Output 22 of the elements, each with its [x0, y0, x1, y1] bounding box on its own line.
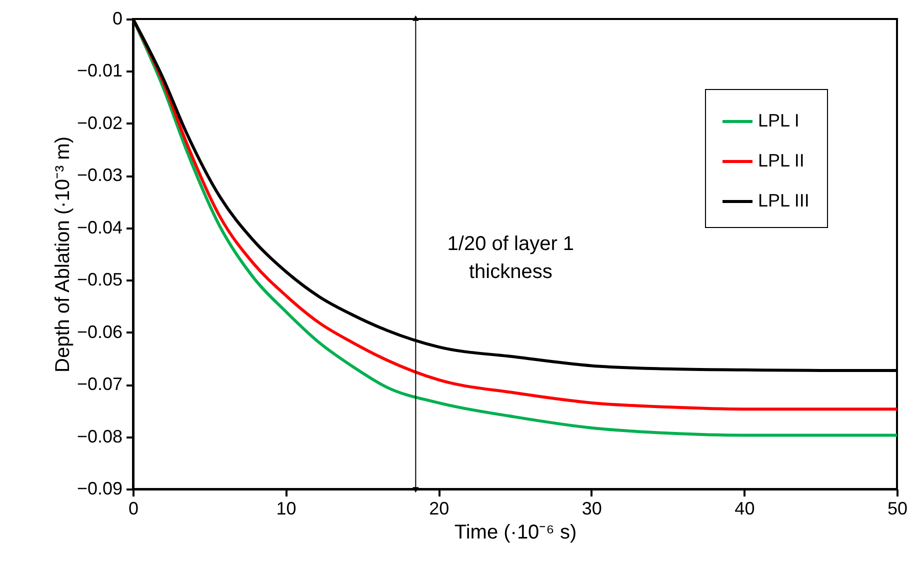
x-tick-label: 10 [276, 498, 296, 518]
y-tick-label: −0.02 [76, 112, 122, 133]
x-axis-title: Time (·10⁻⁶ s) [454, 522, 577, 544]
y-tick-label: −0.04 [76, 217, 122, 238]
y-tick-label: −0.01 [76, 60, 122, 81]
y-tick-label: −0.03 [76, 165, 122, 186]
legend-label: LPL I [758, 110, 800, 130]
x-tick-label: 0 [128, 498, 139, 518]
y-tick-label: −0.07 [76, 374, 122, 394]
y-tick-label: −0.06 [76, 322, 122, 342]
x-tick-label: 20 [429, 498, 450, 518]
ref-line-label: 1/20 of layer 1 thickness [447, 233, 574, 283]
x-tick-label: 40 [734, 498, 755, 518]
y-tick-label: 0 [112, 8, 122, 28]
x-tick-label: 30 [582, 498, 602, 518]
y-tick-label: −0.09 [76, 478, 122, 498]
x-tick-label: 50 [887, 498, 908, 518]
y-tick-label: −0.05 [76, 270, 122, 290]
y-tick-label: −0.08 [76, 426, 122, 446]
y-axis-title: Depth of Ablation (·10⁻³ m) [52, 136, 74, 372]
legend-label: LPL III [758, 190, 810, 210]
legend-label: LPL II [758, 150, 804, 170]
